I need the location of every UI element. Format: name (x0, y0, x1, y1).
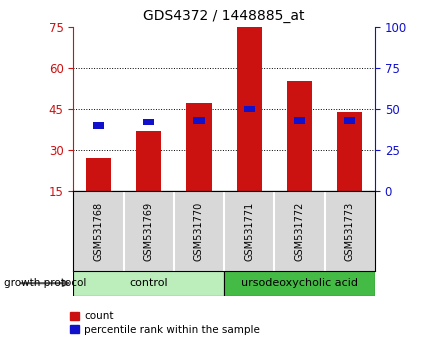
Bar (293, 117, 304, 124)
Text: control: control (129, 278, 168, 288)
Bar (193, 117, 204, 124)
Text: ursodeoxycholic acid: ursodeoxycholic acid (240, 278, 357, 288)
Bar (86, 158, 111, 191)
Legend: count, percentile rank within the sample: count, percentile rank within the sample (70, 312, 260, 335)
Text: GSM531771: GSM531771 (244, 201, 254, 261)
Bar (73, 271, 224, 296)
Bar (224, 271, 374, 296)
Text: GSM531770: GSM531770 (194, 201, 203, 261)
Text: GSM531768: GSM531768 (93, 201, 103, 261)
Text: GSM531769: GSM531769 (143, 201, 154, 261)
Bar (344, 117, 355, 124)
Title: GDS4372 / 1448885_at: GDS4372 / 1448885_at (143, 9, 304, 23)
Text: GSM531772: GSM531772 (294, 201, 304, 261)
Bar (136, 131, 161, 191)
Bar (143, 119, 154, 125)
Bar (236, 27, 261, 191)
Bar (286, 81, 311, 191)
Bar (337, 112, 362, 191)
Bar (92, 122, 104, 129)
Text: growth protocol: growth protocol (4, 278, 86, 288)
Bar (186, 103, 211, 191)
Bar (243, 105, 254, 112)
Text: GSM531773: GSM531773 (344, 201, 354, 261)
